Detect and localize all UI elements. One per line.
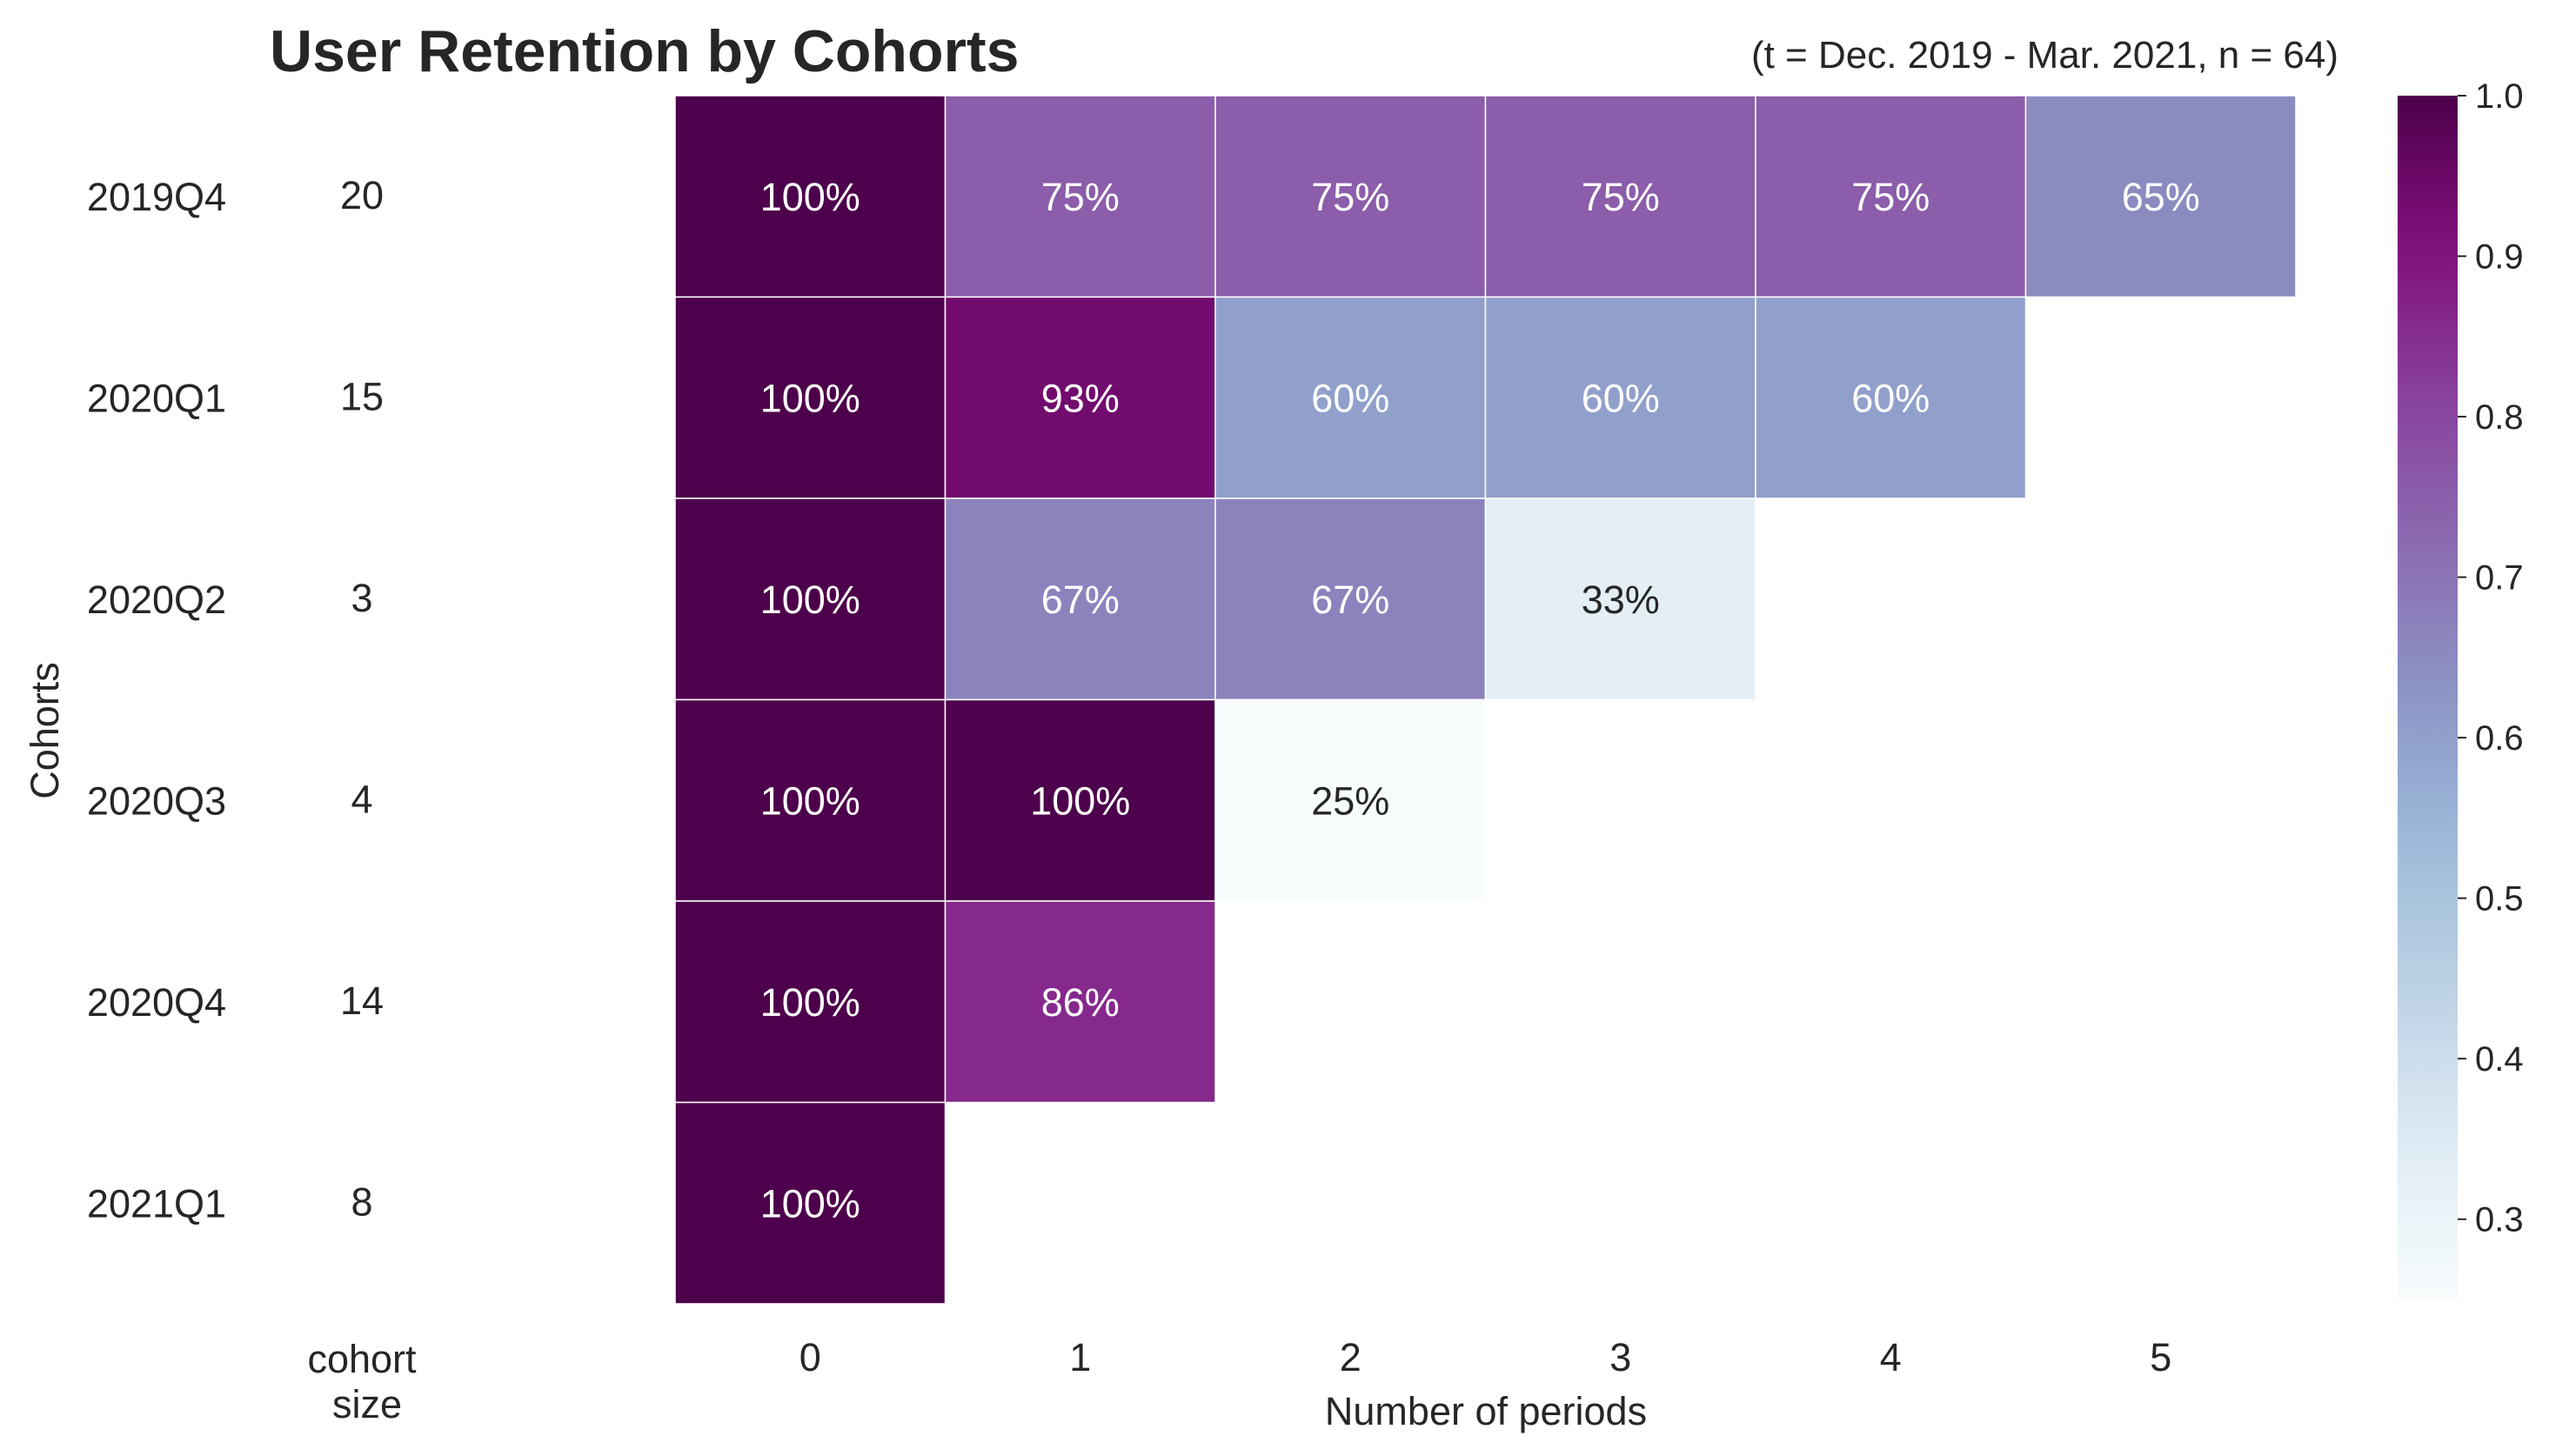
- cell-value-label: 86%: [1041, 980, 1120, 1025]
- colorbar-gradient: [2398, 96, 2458, 1299]
- cell-value-label: 100%: [760, 1181, 860, 1226]
- cell-value-label: 60%: [1311, 376, 1389, 420]
- cell-value-label: 67%: [1041, 578, 1120, 622]
- heatmap-cell: [2024, 95, 2297, 298]
- cell-value-label: 65%: [2122, 175, 2200, 219]
- cohort-size-value: 3: [351, 576, 372, 620]
- colorbar-tick-label: 0.3: [2475, 1201, 2524, 1239]
- cohort-size-value: 4: [351, 777, 372, 821]
- x-tick-label: 0: [799, 1335, 821, 1379]
- cohort-tick-label: 2020Q2: [87, 578, 226, 622]
- x-tick-labels: 0 1 2 3 4 5: [799, 1335, 2172, 1379]
- colorbar-tick-label: 0.9: [2475, 238, 2524, 277]
- x-tick-label: 3: [1609, 1335, 1631, 1379]
- cell-value-label: 75%: [1851, 175, 1930, 219]
- cell-value-label: 33%: [1582, 578, 1660, 622]
- heatmap-cell: [944, 698, 1216, 902]
- cell-value-label: 25%: [1311, 778, 1389, 823]
- cell-value-label: 75%: [1311, 175, 1389, 219]
- cohort-tick-label: 2020Q1: [87, 376, 226, 420]
- heatmap-cell: [944, 900, 1216, 1104]
- cell-value-label: 60%: [1582, 376, 1660, 420]
- cell-value-label: 75%: [1582, 175, 1660, 219]
- colorbar-tick-label: 0.6: [2475, 719, 2524, 758]
- colorbar-tick-label: 0.8: [2475, 398, 2524, 437]
- heatmap-cell: [674, 95, 947, 298]
- cell-value-label: 75%: [1041, 175, 1120, 219]
- cell-value-label: 67%: [1311, 578, 1389, 622]
- cohort-tick-label: 2021Q1: [87, 1181, 226, 1226]
- cohort-tick-label: 2020Q4: [87, 980, 226, 1025]
- x-tick-label: 1: [1069, 1335, 1091, 1379]
- cohort-tick-label: 2020Q3: [87, 778, 226, 823]
- cohort-size-value: 14: [340, 978, 384, 1023]
- heatmap-cell: [1214, 95, 1487, 298]
- heatmap-cell: [674, 498, 947, 701]
- heatmap-cell: [674, 296, 947, 499]
- x-tick-label: 2: [1340, 1335, 1361, 1379]
- heatmap-cell: [944, 296, 1216, 499]
- cohort-size-value: 15: [340, 374, 384, 418]
- colorbar-tick-label: 0.4: [2475, 1040, 2524, 1079]
- heatmap-cell: [674, 698, 947, 902]
- heatmap-cell: [944, 95, 1216, 298]
- colorbar-tick-label: 0.7: [2475, 559, 2524, 598]
- heatmap-cell: [1484, 296, 1756, 499]
- colorbar-tick-label: 0.5: [2475, 880, 2524, 918]
- cell-value-label: 100%: [1030, 778, 1130, 823]
- cell-value-label: 100%: [760, 376, 860, 420]
- heatmap-cell: [1214, 698, 1487, 902]
- cohort-size-value: 8: [351, 1179, 372, 1224]
- cell-value-label: 100%: [760, 175, 860, 219]
- heatmap-cell: [1755, 95, 2027, 298]
- heatmap-cell: [1214, 498, 1487, 701]
- cohort-size-label: cohort: [307, 1337, 417, 1381]
- chart-subtitle: (t = Dec. 2019 - Mar. 2021, n = 64): [1751, 34, 2338, 77]
- cell-value-label: 100%: [760, 980, 860, 1025]
- heatmap-cells: 100% 75% 75% 75% 75% 65% 100% 93% 60% 60% 60% 100% 6…: [674, 95, 2297, 1305]
- heatmap-cell: [1484, 95, 1756, 298]
- cohort-labels: 2019Q4 2020Q1 2020Q2 2020Q3 2020Q4 2021Q1: [87, 175, 226, 1226]
- heatmap-cell: [1484, 498, 1756, 701]
- cohort-size-values: 20 15 3 4 14 8: [340, 173, 384, 1225]
- heatmap-cell: [674, 1101, 947, 1305]
- cohort-size-label-line2: size: [332, 1382, 402, 1426]
- x-tick-label: 4: [1880, 1335, 1902, 1379]
- chart-title: User Retention by Cohorts: [270, 18, 1019, 84]
- x-tick-label: 5: [2150, 1335, 2171, 1379]
- heatmap-cell: [1755, 296, 2027, 499]
- heatmap-cell: [674, 900, 947, 1104]
- cohort-tick-label: 2019Q4: [87, 175, 226, 219]
- heatmap-cell: [944, 498, 1216, 701]
- cell-value-label: 100%: [760, 578, 860, 622]
- y-axis-label: Cohorts: [23, 662, 67, 799]
- colorbar-tick-label: 1.0: [2475, 77, 2524, 116]
- x-axis-label: Number of periods: [1325, 1389, 1647, 1433]
- cell-value-label: 93%: [1041, 376, 1120, 420]
- colorbar: 0.3 0.4 0.5 0.6 0.7 0.8 0.9 1.0: [2398, 77, 2524, 1299]
- cohort-size-value: 20: [340, 173, 384, 217]
- cell-value-label: 100%: [760, 778, 860, 823]
- cell-value-label: 60%: [1851, 376, 1930, 420]
